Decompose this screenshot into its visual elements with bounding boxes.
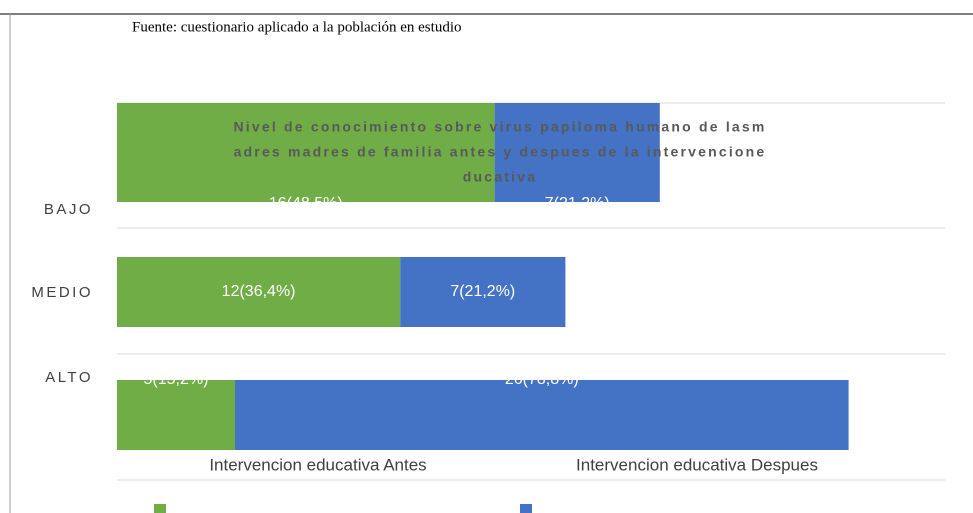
legend-swatch [520,504,532,513]
bar [494,103,660,202]
bar [117,257,401,327]
data-label: 16(48,5%) [269,195,343,212]
category-label: BAJO [44,201,93,218]
data-label: 26(78,8%) [505,371,579,388]
chart-title: ducativa [463,169,537,185]
source-note: Fuente: cuestionario aplicado a la pobla… [132,19,461,35]
bar [117,380,235,450]
data-label: 7(21,2%) [450,283,515,300]
plot-area: BAJO 16(48,5%) 7(21,2%) MEDIO 12(36,4%) 7(21,… [31,102,945,513]
category-label: ALTO [45,369,93,386]
data-label: 12(36,4%) [222,283,296,300]
series-name: Intervencion educativa Despues [576,455,818,474]
data-label: 7(21,2%) [545,195,610,212]
legend-swatch [154,504,166,513]
bar [400,257,566,327]
chart-title: adres madres de familia antes y despues … [234,144,767,160]
bar [235,380,849,450]
data-label: 5(15,2%) [144,371,209,388]
chart-title: Nivel de conocimiento sobre virus papilo… [233,119,766,135]
title-layer: Nivel de conocimiento sobre virus papilo… [233,119,767,185]
series-name: Intervencion educativa Antes [209,455,426,474]
bar [117,103,495,202]
category-label: MEDIO [31,284,93,301]
